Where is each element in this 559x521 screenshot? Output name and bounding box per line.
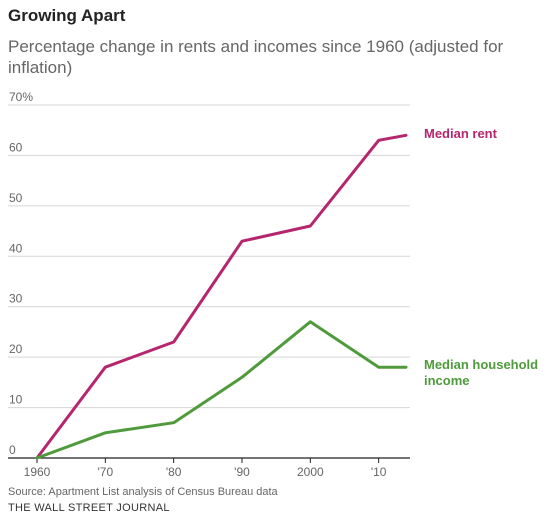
x-tick-label: 2000: [297, 465, 324, 479]
y-tick-label: 50: [9, 191, 23, 205]
series-label: Median household: [424, 357, 538, 372]
chart-subtitle: Percentage change in rents and incomes s…: [8, 37, 504, 77]
grid-layer: [8, 104, 410, 463]
label-layer: 0 10 20 30 40 50 60 70% 1960 '70 '80 '90 2000 '10 Medi…: [9, 90, 538, 479]
y-tick-label: 0: [9, 443, 16, 457]
series-label: income: [424, 373, 470, 388]
y-tick-label: 60: [9, 140, 23, 154]
y-tick-label: 70%: [9, 90, 33, 104]
chart-title: Growing Apart: [8, 6, 126, 25]
source-note: Source: Apartment List analysis of Censu…: [8, 486, 278, 498]
series-layer: [35, 133, 408, 460]
x-tick-label: '90: [234, 465, 250, 479]
y-tick-label: 10: [9, 393, 23, 407]
series-line-median-rent: [35, 133, 408, 460]
line-chart: 0 10 20 30 40 50 60 70% 1960 '70 '80 '90 2000 '10 Medi…: [8, 90, 538, 479]
y-tick-label: 20: [9, 342, 23, 356]
x-tick-label: '70: [98, 465, 114, 479]
series-line-median-household-income: [35, 320, 408, 460]
y-tick-label: 40: [9, 241, 23, 255]
series-label: Median rent: [424, 126, 498, 141]
y-tick-label: 30: [9, 292, 23, 306]
x-tick-label: '10: [371, 465, 387, 479]
x-tick-label: 1960: [24, 465, 51, 479]
x-tick-label: '80: [166, 465, 182, 479]
publisher-credit: THE WALL STREET JOURNAL: [8, 502, 170, 514]
